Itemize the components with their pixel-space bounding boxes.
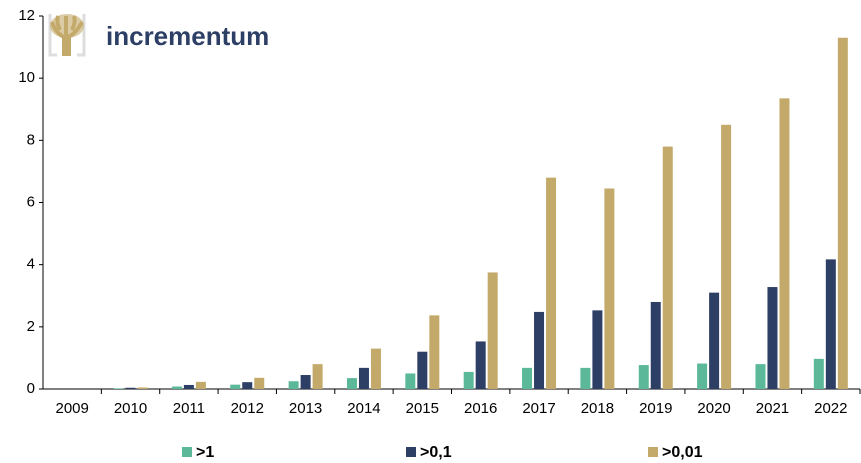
bar (592, 310, 603, 389)
bar (137, 387, 148, 389)
bar (242, 382, 253, 389)
bar (195, 381, 206, 389)
bar (580, 367, 591, 389)
x-tick-label: 2014 (347, 400, 380, 417)
bar (417, 351, 428, 389)
bar (113, 388, 124, 389)
bar (487, 272, 498, 389)
bar (475, 341, 486, 389)
bar (230, 384, 241, 389)
x-tick-label: 2012 (231, 400, 264, 417)
bar (755, 364, 766, 389)
bar (534, 311, 545, 389)
legend-swatch (648, 447, 658, 457)
legend-swatch (406, 447, 416, 457)
bar (312, 364, 323, 389)
x-tick-label: 2009 (55, 400, 88, 417)
x-tick-label: 2022 (814, 400, 847, 417)
y-tick-label: 2 (27, 318, 35, 335)
x-tick-label: 2013 (289, 400, 322, 417)
bar (721, 124, 732, 390)
bar (125, 387, 136, 389)
y-tick-label: 8 (27, 131, 35, 148)
legend-label: >0,1 (420, 444, 452, 461)
bar (288, 381, 299, 389)
bar (604, 188, 615, 389)
bar (837, 37, 848, 390)
legend-label: >0,01 (662, 444, 703, 461)
bar (358, 367, 369, 389)
bar (638, 365, 649, 389)
x-tick-label: 2020 (697, 400, 730, 417)
y-tick-label: 4 (27, 256, 35, 273)
bar (429, 315, 440, 389)
x-tick-label: 2019 (639, 400, 672, 417)
bar (405, 373, 416, 389)
x-tick-label: 2018 (581, 400, 614, 417)
bar (767, 287, 778, 389)
bar (300, 375, 311, 389)
x-tick-label: 2021 (756, 400, 789, 417)
bar (813, 358, 824, 389)
bar (463, 371, 474, 389)
bar (183, 384, 194, 389)
x-tick-label: 2010 (114, 400, 147, 417)
y-tick-label: 10 (18, 69, 35, 86)
bar (346, 378, 357, 389)
x-tick-label: 2011 (173, 400, 205, 417)
logo-icon (48, 14, 86, 57)
bar (522, 367, 533, 389)
bar (697, 363, 708, 389)
bar (546, 177, 557, 389)
y-tick-label: 6 (27, 193, 35, 210)
y-tick-label: 12 (18, 7, 35, 24)
bar (779, 98, 790, 389)
x-tick-label: 2015 (406, 400, 439, 417)
bar (171, 386, 182, 389)
bar (709, 292, 720, 389)
logo-text: incrementum (106, 21, 269, 51)
y-tick-label: 0 (27, 380, 35, 397)
legend-label: >1 (196, 444, 214, 461)
bar (370, 348, 381, 389)
bar (825, 259, 836, 389)
legend-swatch (182, 447, 192, 457)
bar (650, 301, 661, 389)
x-tick-label: 2017 (522, 400, 555, 417)
x-tick-label: 2016 (464, 400, 497, 417)
bar (254, 377, 265, 389)
bar (662, 146, 673, 389)
